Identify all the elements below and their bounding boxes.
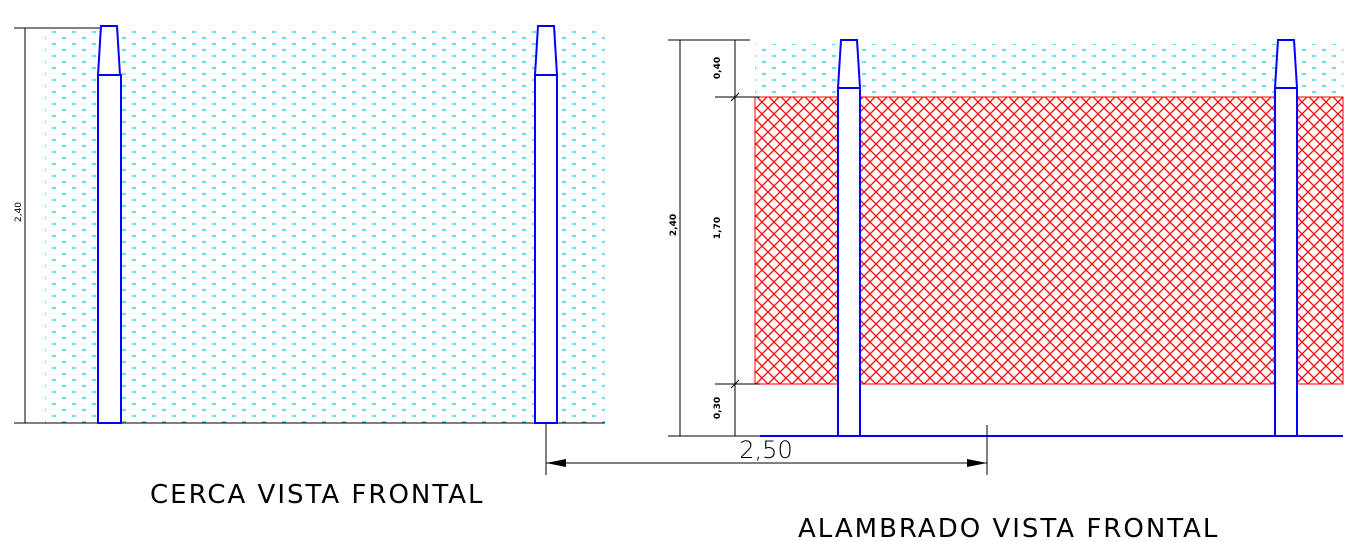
cerca-view: 2,40 CERCA VISTA FRONTAL <box>14 25 605 510</box>
alambrado-post-1 <box>836 39 862 437</box>
alambrado-post-2 <box>1273 39 1299 437</box>
alambrado-mesh-segment-label: 1,70 <box>713 217 723 239</box>
cerca-post-1 <box>96 25 122 424</box>
alambrado-top-segment-label: 0,40 <box>713 57 723 79</box>
alambrado-dimensions: 2,40 0,40 1,70 0,30 <box>668 39 760 437</box>
cerca-post-2 <box>533 25 559 424</box>
alambrado-view: 2,40 0,40 1,70 0,30 ALAMBRADO VISTA FRON… <box>668 39 1344 541</box>
alambrado-bottom-segment-label: 0,30 <box>713 397 723 419</box>
cerca-hedge-fill <box>45 30 605 423</box>
alambrado-title: ALAMBRADO VISTA FRONTAL <box>798 514 1219 541</box>
alambrado-total-height-label: 2,40 <box>669 214 679 236</box>
cerca-height-label: 2,40 <box>14 202 24 222</box>
post-spacing-label: 2,50 <box>739 436 792 464</box>
cerca-title: CERCA VISTA FRONTAL <box>150 480 485 510</box>
post-spacing-dimension: 2,50 <box>545 423 988 475</box>
